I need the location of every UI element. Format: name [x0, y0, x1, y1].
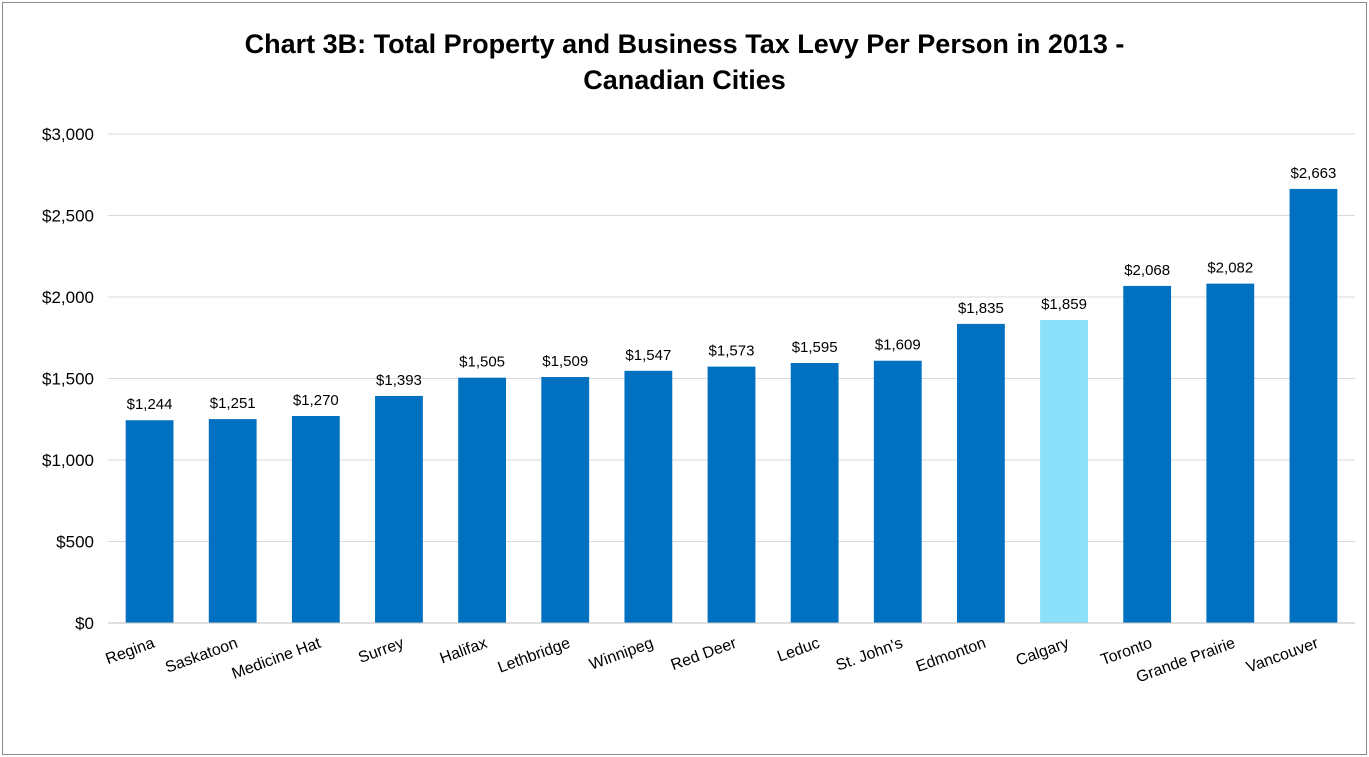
- x-tick-label: Halifax: [438, 635, 490, 668]
- x-tick-label: Vancouver: [1244, 635, 1321, 677]
- y-tick-label: $1,000: [42, 451, 94, 470]
- bar: [125, 420, 174, 623]
- y-axis-tick-labels: $0 $500 $1,000 $1,500 $2,000 $2,500 $3,000: [42, 125, 94, 633]
- data-label: $1,609: [875, 337, 921, 354]
- data-label: $1,835: [958, 300, 1004, 317]
- data-label: $1,509: [542, 353, 588, 370]
- bar: [291, 415, 340, 623]
- data-label: $1,393: [376, 372, 422, 389]
- data-labels: $1,244 $1,251 $1,270 $1,393 $1,505 $1,509 $1,5…: [127, 165, 1337, 413]
- x-tick-label: Surrey: [356, 635, 406, 667]
- data-label: $1,547: [625, 347, 671, 364]
- y-tick-label: $500: [56, 533, 94, 552]
- bar: [707, 366, 756, 623]
- bar: [1040, 319, 1088, 623]
- bar: [873, 360, 922, 623]
- bar: [956, 323, 1005, 623]
- data-label: $1,270: [293, 392, 339, 409]
- bars: [125, 188, 1338, 623]
- x-tick-label: Medicine Hat: [230, 635, 324, 683]
- x-tick-label: Winnipeg: [587, 635, 655, 674]
- bar: [624, 370, 673, 623]
- data-label: $1,505: [459, 354, 505, 371]
- y-tick-label: $2,000: [42, 288, 94, 307]
- data-label: $2,663: [1290, 165, 1336, 182]
- x-tick-label: Edmonton: [914, 635, 988, 676]
- data-label: $2,082: [1207, 260, 1253, 277]
- bar: [458, 377, 507, 623]
- bar: [375, 395, 423, 623]
- x-tick-label: Lethbridge: [496, 635, 573, 677]
- data-label: $2,068: [1124, 262, 1170, 279]
- data-label: $1,573: [709, 343, 755, 360]
- bar: [1123, 285, 1172, 623]
- x-tick-label: Leduc: [775, 635, 822, 666]
- x-tick-label: Saskatoon: [163, 635, 240, 677]
- data-label: $1,244: [127, 396, 173, 413]
- x-tick-label: Regina: [103, 635, 157, 668]
- chart-title: Chart 3B: Total Property and Business Ta…: [0, 26, 1369, 98]
- x-tick-label: Red Deer: [669, 635, 740, 675]
- y-tick-label: $3,000: [42, 125, 94, 144]
- bar: [1289, 188, 1338, 623]
- chart-title-line-1: Chart 3B: Total Property and Business Ta…: [244, 29, 1125, 59]
- bar: [541, 377, 590, 623]
- data-label: $1,251: [210, 395, 256, 412]
- y-tick-label: $0: [75, 614, 94, 633]
- chart-title-line-2: Canadian Cities: [583, 65, 786, 95]
- bar: [790, 363, 839, 623]
- bar: [208, 419, 257, 623]
- data-label: $1,595: [792, 339, 838, 356]
- data-label: $1,859: [1041, 296, 1087, 313]
- y-tick-label: $1,500: [42, 370, 94, 389]
- x-tick-label: St. John's: [834, 635, 905, 675]
- bar: [1206, 283, 1255, 623]
- x-tick-label: Calgary: [1014, 635, 1072, 670]
- x-tick-label: Toronto: [1099, 635, 1155, 669]
- y-tick-label: $2,500: [42, 207, 94, 226]
